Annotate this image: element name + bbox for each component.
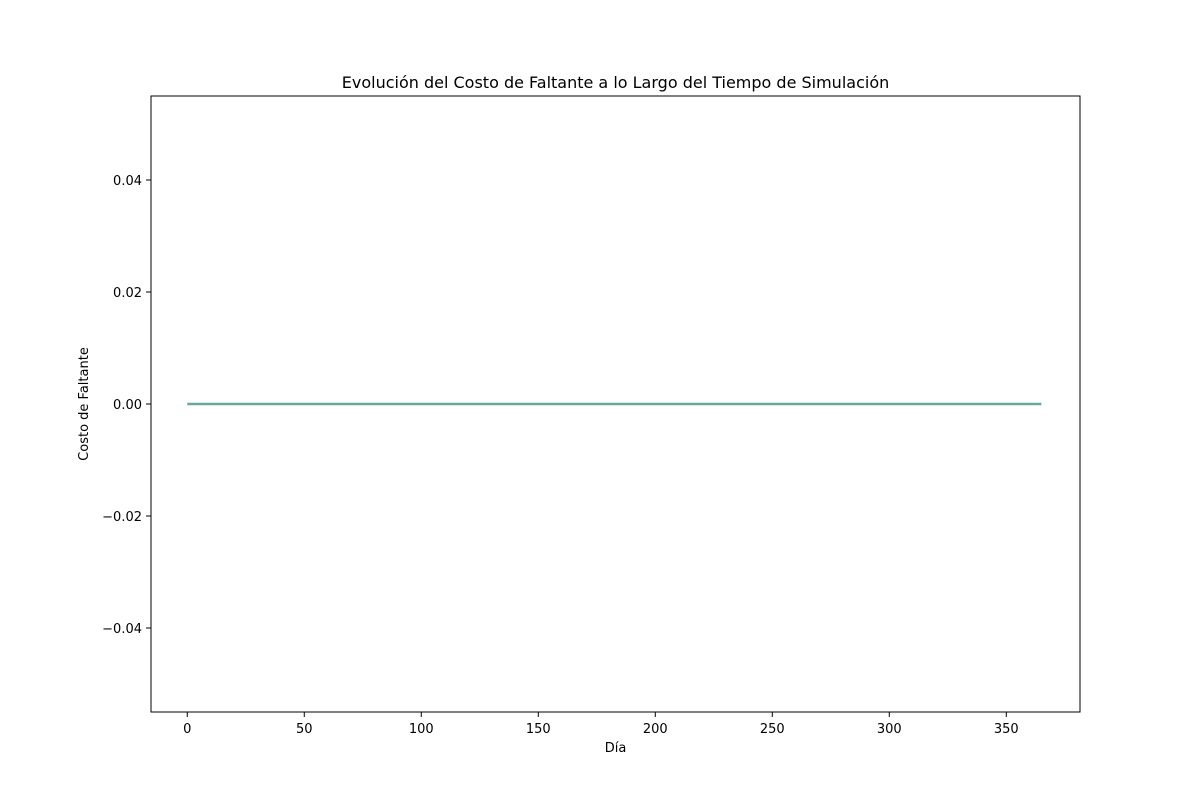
chart-title: Evolución del Costo de Faltante a lo Lar… <box>342 73 890 92</box>
x-axis-label: Día <box>605 741 627 756</box>
x-tick-label: 200 <box>643 722 668 737</box>
x-tick-label: 250 <box>760 722 785 737</box>
y-tick-label: −0.04 <box>102 622 142 637</box>
x-tick-label: 0 <box>183 722 191 737</box>
x-tick-label: 150 <box>526 722 551 737</box>
x-tick-label: 350 <box>994 722 1019 737</box>
x-tick-label: 300 <box>877 722 902 737</box>
y-tick-label: 0.02 <box>113 286 142 301</box>
x-axis: 0 50 100 150 200 250 300 350 <box>183 712 1019 737</box>
y-tick-label: 0.00 <box>113 398 142 413</box>
x-tick-label: 100 <box>409 722 434 737</box>
y-tick-label: −0.02 <box>102 510 142 525</box>
y-axis: −0.04 −0.02 0.00 0.02 0.04 <box>102 174 151 637</box>
y-tick-label: 0.04 <box>113 174 142 189</box>
y-axis-label: Costo de Faltante <box>77 347 92 461</box>
x-tick-label: 50 <box>296 722 313 737</box>
